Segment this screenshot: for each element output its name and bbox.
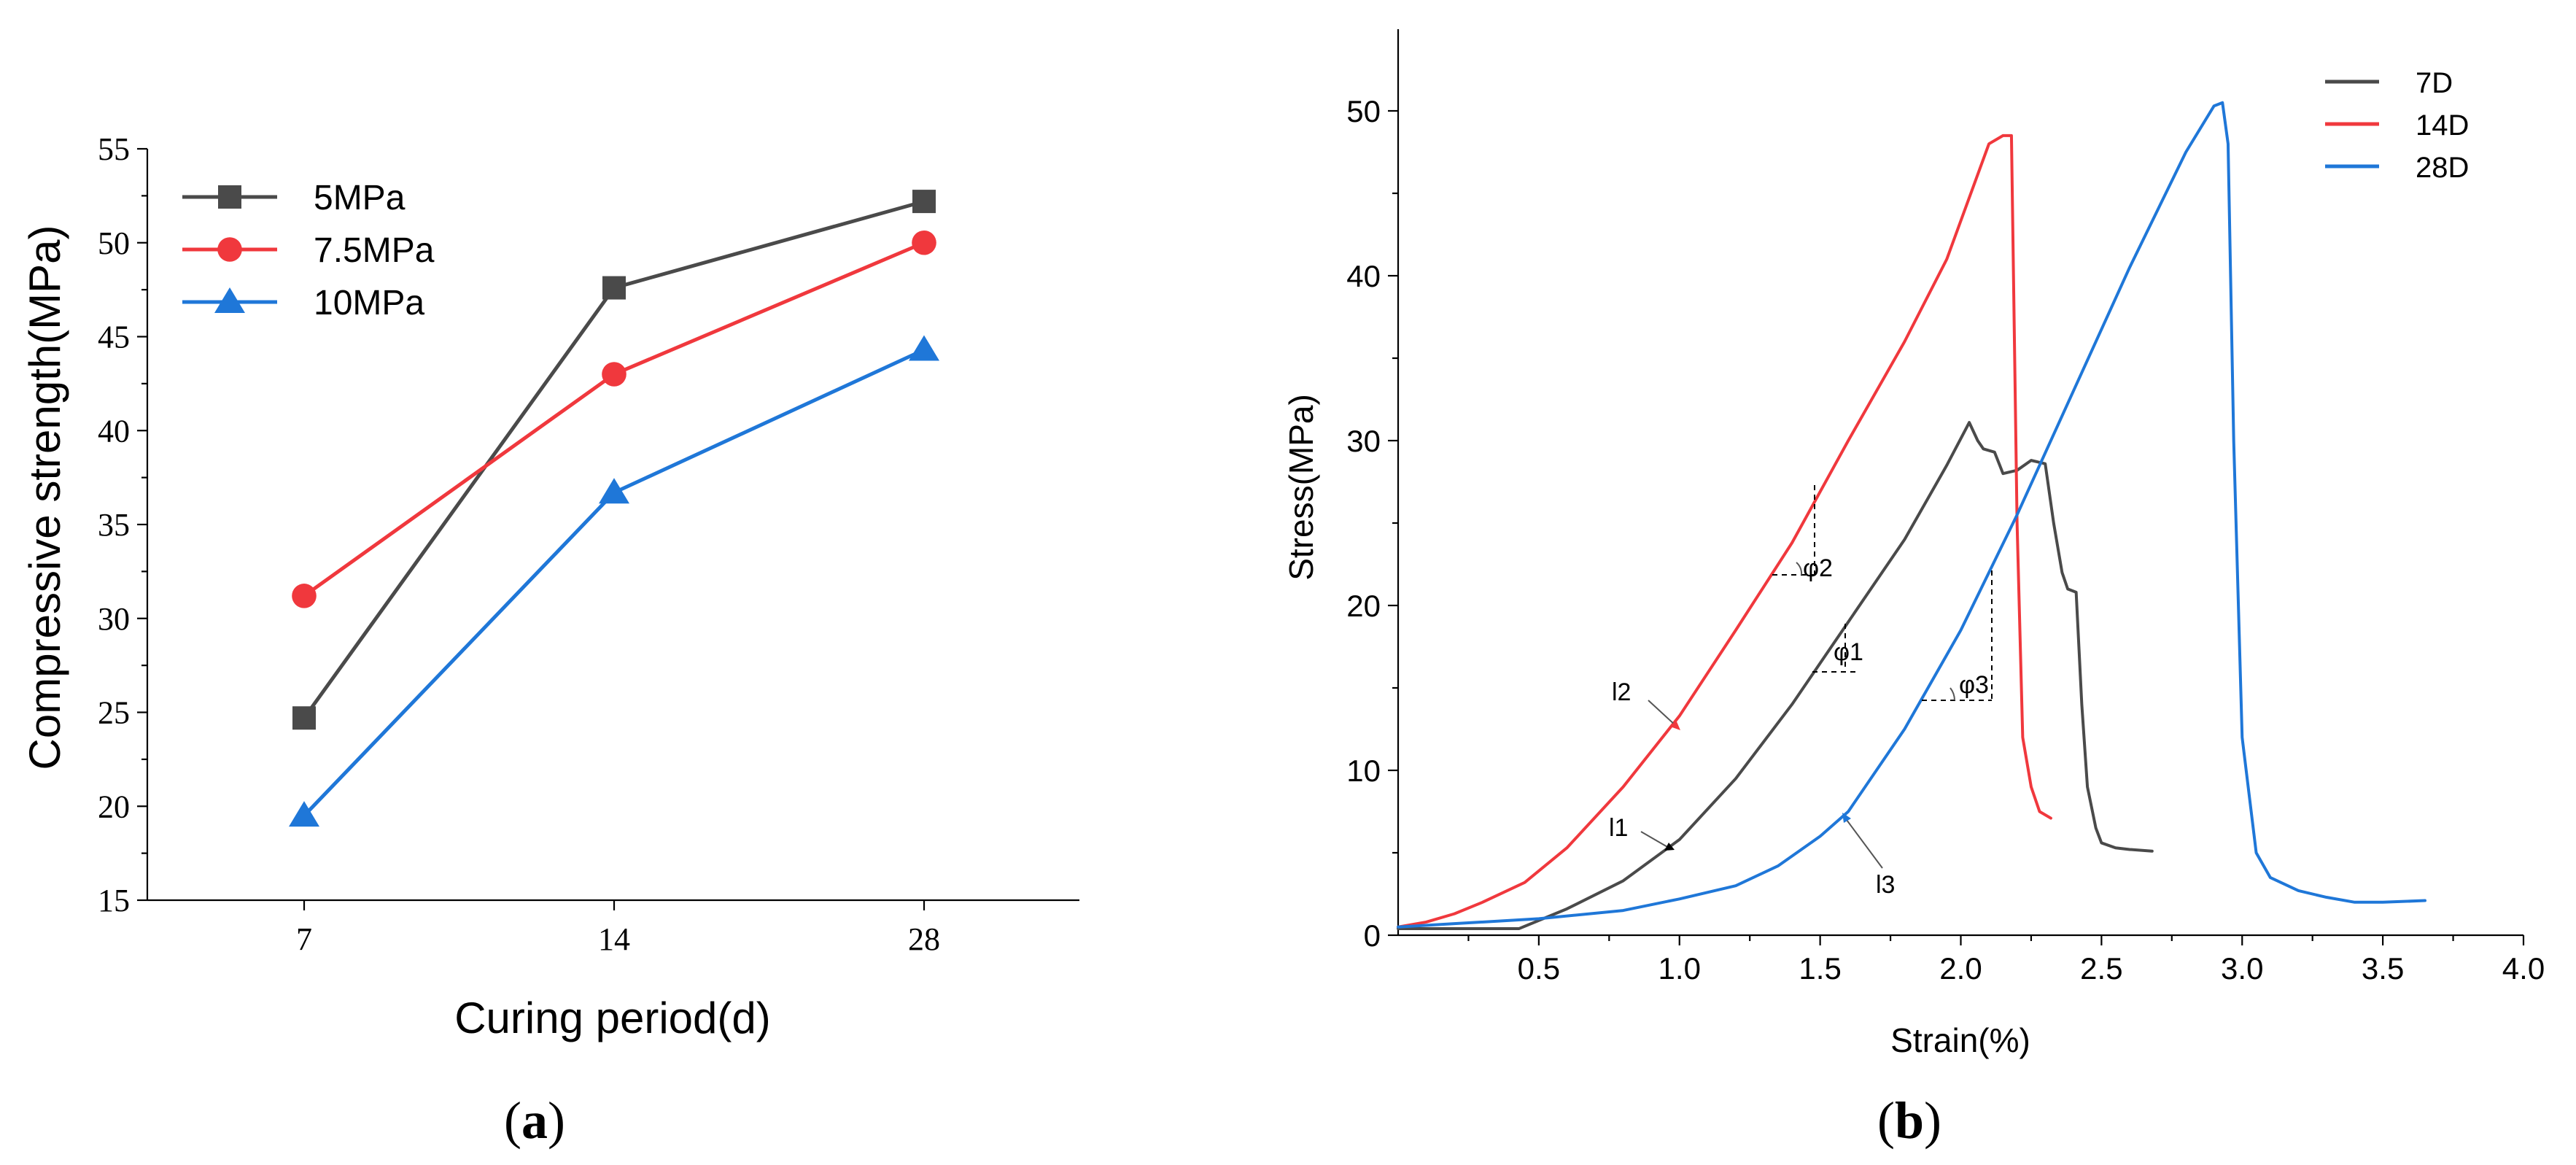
panel-a-y-ticks: 15 20 25 30 35 40 45 50 55 — [98, 131, 147, 918]
panel-b-chart: 0 10 20 30 40 50 0.5 1.0 1.5 2.0 2.5 3.0 3.5 4.0 7D 1… — [1282, 29, 2545, 1150]
panel-a-legend-marker — [218, 185, 241, 209]
phi2-arc — [1796, 562, 1803, 576]
panel-b-x-tick-label: 1.0 — [1659, 951, 1701, 986]
panel-a-letter: a — [521, 1091, 548, 1150]
panel-a-point-10MPa — [599, 478, 629, 504]
panel-b-label: (b) — [1877, 1091, 1941, 1150]
panel-a-y-tick-label: 50 — [98, 225, 130, 261]
panel-a-series-10MPa — [289, 335, 939, 827]
panel-b-x-tick-label: 4.0 — [2502, 951, 2545, 986]
panel-b-y-tick-label: 0 — [1364, 918, 1381, 953]
panel-a-label: (a) — [504, 1091, 565, 1150]
panel-a-legend-label: 10MPa — [314, 284, 424, 322]
panel-a-series — [289, 190, 939, 827]
panel-b-legend-item: 14D — [2325, 109, 2469, 142]
panel-a-series-5MPa — [292, 190, 936, 730]
panel-b-legend-label: 14D — [2416, 109, 2469, 142]
panel-b-x-axis-label: Strain(%) — [1890, 1021, 2030, 1059]
panel-b-y-axis-label: Stress(MPa) — [1282, 394, 1320, 581]
panel-a-legend-label: 7.5MPa — [314, 231, 435, 270]
panel-a-x-axis-label: Curing period(d) — [454, 994, 771, 1042]
l2-leader — [1648, 700, 1677, 727]
panel-a-y-tick-label: 40 — [98, 413, 130, 449]
panel-a-x-tick-label: 28 — [908, 921, 940, 957]
panel-a-y-tick-label: 20 — [98, 789, 130, 824]
panel-a-y-tick-label: 55 — [98, 131, 130, 167]
panel-b-series — [1397, 101, 2426, 930]
panel-b-y-tick-label: 10 — [1346, 754, 1381, 788]
panel-b-curve-7D — [1397, 421, 2154, 930]
phi2-label: φ2 — [1803, 554, 1833, 582]
panel-a-y-tick-label: 35 — [98, 507, 130, 543]
panel-a-point-5MPa — [912, 190, 936, 214]
panel-a-x-ticks: 7 14 28 — [296, 900, 940, 957]
panel-b-y-tick-label: 50 — [1346, 94, 1381, 128]
panel-b-y-tick-label: 20 — [1346, 589, 1381, 623]
panel-a-legend-item: 10MPa — [182, 284, 424, 322]
panel-a-legend-item: 5MPa — [182, 179, 406, 217]
panel-a-legend-item: 7.5MPa — [182, 231, 435, 270]
panel-b-x-tick-label: 3.0 — [2221, 951, 2263, 986]
panel-a-legend: 5MPa 7.5MPa 10MPa — [182, 179, 435, 322]
panel-a-legend-label: 5MPa — [314, 179, 406, 217]
panel-a-chart: 15 20 25 30 35 40 45 50 55 7 14 28 5MPa 7.5MPa 10MPa… — [20, 131, 1079, 1150]
phi3-arc — [1950, 687, 1955, 701]
panel-a-x-tick-label: 7 — [296, 921, 312, 957]
panel-a-point-7.5MPa — [292, 584, 317, 608]
l3-label: l3 — [1876, 871, 1895, 899]
phi3-annotation: φ3 — [1922, 570, 1993, 701]
panel-b-legend-item: 28D — [2325, 152, 2469, 184]
panel-b-x-tick-label: 2.0 — [1939, 951, 1982, 986]
panel-a-y-axis-label: Compressive strength(MPa) — [20, 225, 69, 770]
panel-b-legend-label: 7D — [2416, 67, 2453, 99]
panel-b-x-tick-label: 3.5 — [2362, 951, 2404, 986]
l1-annotation: l1 — [1609, 814, 1675, 851]
panel-b-legend-item: 7D — [2325, 67, 2453, 99]
panel-a-point-7.5MPa — [602, 362, 626, 387]
panel-a-x-tick-label: 14 — [598, 921, 630, 957]
l2-annotation: l2 — [1612, 678, 1680, 730]
l1-arrowhead — [1664, 843, 1675, 851]
panel-a-y-tick-label: 15 — [98, 883, 130, 918]
phi3-label: φ3 — [1959, 671, 1989, 699]
panel-a-legend-marker — [217, 237, 242, 262]
panel-a-point-7.5MPa — [912, 230, 936, 255]
panel-b-curve-14D — [1397, 133, 2052, 929]
panel-a-y-tick-label: 25 — [98, 695, 130, 731]
panel-a-series-7.5MPa — [292, 230, 936, 608]
l3-arrowhead — [1842, 813, 1851, 823]
panel-a-legend-marker — [214, 287, 245, 313]
panel-b-curve-28D — [1397, 101, 2426, 929]
panel-b-x-tick-label: 0.5 — [1518, 951, 1560, 986]
panel-b-x-ticks: 0.5 1.0 1.5 2.0 2.5 3.0 3.5 4.0 — [1467, 935, 2545, 986]
panel-a-point-5MPa — [602, 276, 626, 300]
panel-a-y-tick-label: 45 — [98, 320, 130, 355]
panel-a-y-tick-label: 30 — [98, 601, 130, 637]
panel-b-x-tick-label: 1.5 — [1799, 951, 1841, 986]
phi1-label: φ1 — [1834, 638, 1863, 666]
l1-label: l1 — [1609, 814, 1628, 842]
phi2-annotation: φ2 — [1772, 485, 1833, 582]
panel-b-y-tick-label: 40 — [1346, 259, 1381, 293]
panel-a-point-10MPa — [289, 801, 319, 827]
panel-b-legend-label: 28D — [2416, 152, 2469, 184]
l3-annotation: l3 — [1842, 813, 1895, 899]
panel-b-letter: b — [1895, 1091, 1924, 1150]
panel-a-point-5MPa — [292, 706, 316, 730]
phi1-annotation: φ1 — [1812, 624, 1863, 673]
panel-b-y-ticks: 0 10 20 30 40 50 — [1346, 94, 1398, 953]
panel-a-line-10MPa — [302, 348, 926, 818]
l2-arrowhead — [1670, 720, 1680, 730]
panel-b-x-tick-label: 2.5 — [2080, 951, 2122, 986]
panel-b-y-tick-label: 30 — [1346, 424, 1381, 458]
l2-label: l2 — [1612, 678, 1631, 706]
l1-leader — [1640, 831, 1669, 848]
l3-leader — [1846, 819, 1883, 869]
panel-a-point-10MPa — [909, 335, 939, 361]
panel-b-legend: 7D 14D 28D — [2325, 67, 2469, 184]
